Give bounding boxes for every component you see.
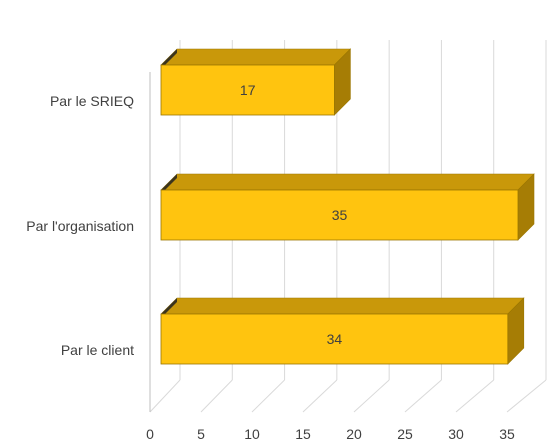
gridline-floor-35 <box>506 379 547 413</box>
data-label: 17 <box>240 82 256 98</box>
category-label: Par le SRIEQ <box>50 93 134 109</box>
gridline-floor-20 <box>353 379 390 413</box>
gridline-floor-25 <box>404 379 442 413</box>
data-label: 35 <box>332 207 348 223</box>
bar-left-edge-1 <box>161 174 177 194</box>
bar-2 <box>160 313 509 365</box>
bar-left-edge-0 <box>161 49 177 69</box>
category-label: Par l'organisation <box>26 218 134 234</box>
category-label: Par le client <box>61 342 134 358</box>
gridline-floor-30 <box>455 379 495 413</box>
bar-0 <box>160 64 335 116</box>
bar-1 <box>160 189 519 241</box>
x-tick-label: 5 <box>197 426 205 442</box>
x-tick-label: 10 <box>244 426 260 442</box>
gridline-floor-15 <box>302 379 338 413</box>
x-tick-label: 30 <box>448 426 464 442</box>
gridline-floor-10 <box>251 379 285 413</box>
x-tick-label: 35 <box>499 426 515 442</box>
bar-top-0 <box>160 48 352 66</box>
bar-top-1 <box>160 173 535 191</box>
data-label: 34 <box>327 331 343 347</box>
bars-group <box>160 48 535 365</box>
gridline-floor-0 <box>149 379 181 413</box>
x-tick-label: 15 <box>295 426 311 442</box>
bar-top-2 <box>160 297 525 315</box>
x-tick-label: 20 <box>346 426 362 442</box>
bar-left-edge-2 <box>161 298 177 318</box>
labels-group: 0 5 10 15 20 25 30 35 17 Par le SRIEQ 35 Par l'orga… <box>26 82 515 442</box>
x-tick-label: 0 <box>146 426 154 442</box>
gridline-floor-5 <box>200 379 233 413</box>
x-tick-label: 25 <box>397 426 413 442</box>
